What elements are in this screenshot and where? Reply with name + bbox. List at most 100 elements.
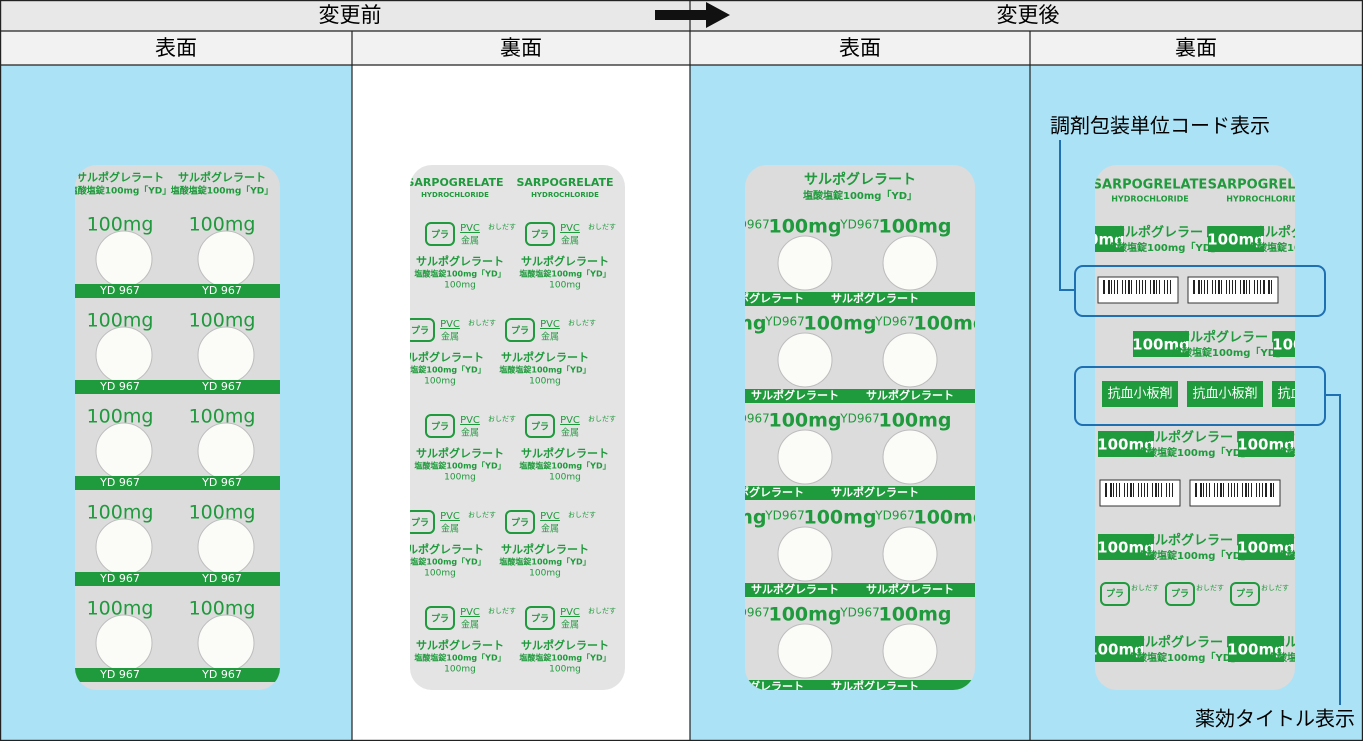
pack-text: サルポグレラート [716, 679, 804, 693]
bar-line [1240, 280, 1241, 294]
bar-line [1263, 280, 1265, 294]
pack-text: HYDROCHLORIDE [1226, 195, 1304, 204]
bar-line [1166, 483, 1167, 497]
bar-line [1159, 280, 1160, 294]
pack-text: サルポグレラート [76, 170, 164, 184]
bar-line [1237, 483, 1238, 497]
pack-text: おしだす [588, 415, 616, 423]
pack-text: 塩酸塩錠100mg「YD」 [1277, 446, 1363, 459]
pack-text: 100mg [189, 502, 256, 524]
dose-box [1238, 534, 1294, 560]
tablet [777, 235, 833, 291]
bar-line [1110, 483, 1112, 497]
pack-text: サルポグレラート [521, 446, 609, 460]
bar-line [1138, 483, 1139, 497]
header-before: 変更前 [319, 3, 382, 27]
tablet [197, 230, 255, 288]
bar-line [1251, 483, 1252, 497]
pack-text: プラ [411, 325, 429, 337]
pla-box [505, 510, 535, 534]
pack-text: サルポグレラート [178, 170, 266, 184]
pack-text: 抗血小板剤 [1192, 387, 1257, 402]
pack-text: YD 967 [99, 668, 140, 681]
bar-line [1141, 483, 1142, 497]
pack-text: YD967 [839, 218, 879, 232]
pack-text: サルポグレラート [716, 291, 804, 305]
bar-line [1103, 280, 1105, 294]
bar-line [1248, 483, 1249, 497]
pack-text: 100mg [87, 310, 154, 332]
dose-box [1273, 331, 1295, 357]
pack-text: おしだす [468, 319, 496, 327]
bar-line [1204, 280, 1205, 294]
band [745, 680, 975, 690]
pack-text: 塩酸塩錠100mg「YD」 [1137, 549, 1251, 562]
pack-text: サルポグレラート [751, 388, 839, 402]
bar-line [1259, 483, 1260, 497]
pack-text: 100mg [87, 598, 154, 620]
bar-line [1136, 280, 1137, 294]
pack-text: 100mg [424, 569, 456, 579]
pack-text: 塩酸塩錠100mg「YD」 [1107, 241, 1221, 254]
band [75, 476, 280, 490]
bar-line [1256, 483, 1257, 497]
pack-text: 塩酸塩錠100mg「YD」 [519, 461, 610, 471]
bar-line [1139, 280, 1140, 294]
tablet [95, 422, 153, 480]
bar-line [1133, 483, 1134, 497]
pack-text: 塩酸塩錠100mg「YD」 [499, 365, 590, 375]
pla-box [1165, 582, 1195, 606]
bar-line [1142, 280, 1143, 294]
pack-text: サルポグレラート [831, 291, 919, 305]
pack-text: YD967 [729, 606, 769, 620]
column-header: 表面 [155, 36, 197, 60]
pack-text: 塩酸塩錠100mg「YD」 [519, 653, 610, 663]
annotation: 薬効タイトル表示 [1195, 707, 1355, 731]
bar-line [1265, 483, 1267, 497]
pack-text: YD967 [874, 509, 914, 523]
pack-text: サルポグレラート [866, 388, 954, 402]
pack-text: 100mg [878, 604, 951, 626]
annotation: 調剤包装単位コード表示 [1050, 114, 1270, 138]
pack-text: 100mg [1237, 436, 1295, 454]
pla-box [525, 606, 555, 630]
class-box [1187, 381, 1263, 407]
bar-line [1262, 483, 1263, 497]
pack-text: 金属 [461, 619, 479, 631]
tablet [95, 614, 153, 672]
pack-text: 金属 [561, 427, 579, 439]
tablet [197, 326, 255, 384]
pack-text: YD967 [764, 509, 804, 523]
pla-box [410, 510, 435, 534]
bar-line [1232, 280, 1233, 294]
tablet [882, 235, 938, 291]
bar-line [1108, 280, 1110, 294]
blister-pack: SARPOGRELATE HYDROCHLORIDE SARPOGRELATE HYD… [396, 165, 625, 690]
pack-text: おしだす [488, 223, 516, 231]
pla-box [525, 414, 555, 438]
bar-line [1273, 483, 1274, 497]
pack-text: 100mg [878, 410, 951, 432]
pack-text: サルポグレラート [521, 638, 609, 652]
bar-line [1203, 483, 1204, 497]
bar-line [1214, 483, 1215, 497]
pack-text: おしだす [488, 607, 516, 615]
bar-line [1234, 483, 1235, 497]
pack-text: サルポグレラート [1272, 635, 1363, 651]
pack-text: 100mg [529, 377, 561, 387]
bar-line [1131, 280, 1132, 294]
pack-text: 金属 [441, 523, 459, 535]
pack-text: HYDROCHLORIDE [421, 191, 489, 199]
pack-text: 塩酸塩錠100mg「YD」 [414, 269, 505, 279]
bar-line [1170, 280, 1171, 294]
pla-box [505, 318, 535, 342]
pack-text: 金属 [461, 427, 479, 439]
tablet [882, 623, 938, 679]
pack-text: 抗血小板剤 [1277, 387, 1342, 402]
bar-line [1206, 483, 1207, 497]
pack-text: 100mg [549, 665, 581, 675]
pack-text: サルポグレラート [396, 542, 484, 556]
bar-line [1156, 280, 1157, 294]
subheader-row [0, 31, 1363, 65]
tablet [777, 429, 833, 485]
